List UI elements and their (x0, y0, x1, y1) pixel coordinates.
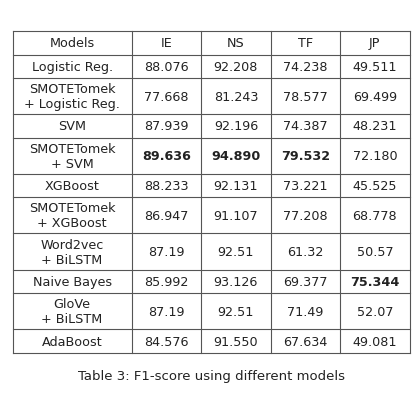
Text: 69.377: 69.377 (283, 275, 328, 288)
Text: 87.939: 87.939 (144, 120, 189, 133)
Text: 52.07: 52.07 (357, 305, 393, 318)
Text: 92.131: 92.131 (214, 180, 258, 192)
Text: 92.196: 92.196 (214, 120, 258, 133)
Text: 49.511: 49.511 (353, 61, 397, 73)
Text: 86.947: 86.947 (144, 209, 189, 222)
Text: 85.992: 85.992 (144, 275, 189, 288)
Text: 73.221: 73.221 (283, 180, 328, 192)
Text: 45.525: 45.525 (353, 180, 397, 192)
Text: 87.19: 87.19 (148, 245, 185, 259)
Text: 49.081: 49.081 (353, 335, 397, 348)
Text: 93.126: 93.126 (214, 275, 258, 288)
Text: 87.19: 87.19 (148, 305, 185, 318)
Text: GloVe
+ BiLSTM: GloVe + BiLSTM (41, 298, 103, 326)
Text: 69.499: 69.499 (353, 90, 397, 103)
Text: 77.668: 77.668 (144, 90, 189, 103)
Text: 89.636: 89.636 (142, 150, 191, 163)
Text: 81.243: 81.243 (214, 90, 258, 103)
Text: 91.550: 91.550 (214, 335, 258, 348)
Text: Naive Bayes: Naive Bayes (33, 275, 112, 288)
Text: 72.180: 72.180 (352, 150, 397, 163)
Text: 67.634: 67.634 (283, 335, 328, 348)
Text: Table 3: F1-score using different models: Table 3: F1-score using different models (78, 369, 344, 382)
Text: 74.387: 74.387 (283, 120, 328, 133)
Text: 88.076: 88.076 (144, 61, 189, 73)
Text: Word2vec
+ BiLSTM: Word2vec + BiLSTM (41, 238, 104, 266)
Text: SMOTETomek
+ XGBoost: SMOTETomek + XGBoost (29, 202, 115, 230)
Text: AdaBoost: AdaBoost (42, 335, 102, 348)
Text: 84.576: 84.576 (144, 335, 189, 348)
Text: 92.51: 92.51 (218, 305, 254, 318)
Text: 88.233: 88.233 (144, 180, 189, 192)
Text: TF: TF (298, 37, 313, 50)
Text: 75.344: 75.344 (350, 275, 400, 288)
Text: 92.208: 92.208 (214, 61, 258, 73)
Text: Models: Models (49, 37, 95, 50)
Text: SVM: SVM (58, 120, 86, 133)
Text: IE: IE (161, 37, 172, 50)
Text: 92.51: 92.51 (218, 245, 254, 259)
Text: 61.32: 61.32 (287, 245, 324, 259)
Text: Logistic Reg.: Logistic Reg. (31, 61, 113, 73)
Text: 68.778: 68.778 (352, 209, 397, 222)
Text: 78.577: 78.577 (283, 90, 328, 103)
Text: 50.57: 50.57 (357, 245, 393, 259)
Text: SMOTETomek
+ Logistic Reg.: SMOTETomek + Logistic Reg. (24, 83, 120, 111)
Text: 77.208: 77.208 (283, 209, 328, 222)
Text: 71.49: 71.49 (287, 305, 324, 318)
Text: JP: JP (369, 37, 381, 50)
Text: 74.238: 74.238 (283, 61, 328, 73)
Text: XGBoost: XGBoost (45, 180, 99, 192)
Text: 91.107: 91.107 (214, 209, 258, 222)
Text: 48.231: 48.231 (353, 120, 397, 133)
Text: 94.890: 94.890 (211, 150, 260, 163)
Text: SMOTETomek
+ SVM: SMOTETomek + SVM (29, 142, 115, 170)
Text: 79.532: 79.532 (281, 150, 330, 163)
Text: NS: NS (227, 37, 245, 50)
